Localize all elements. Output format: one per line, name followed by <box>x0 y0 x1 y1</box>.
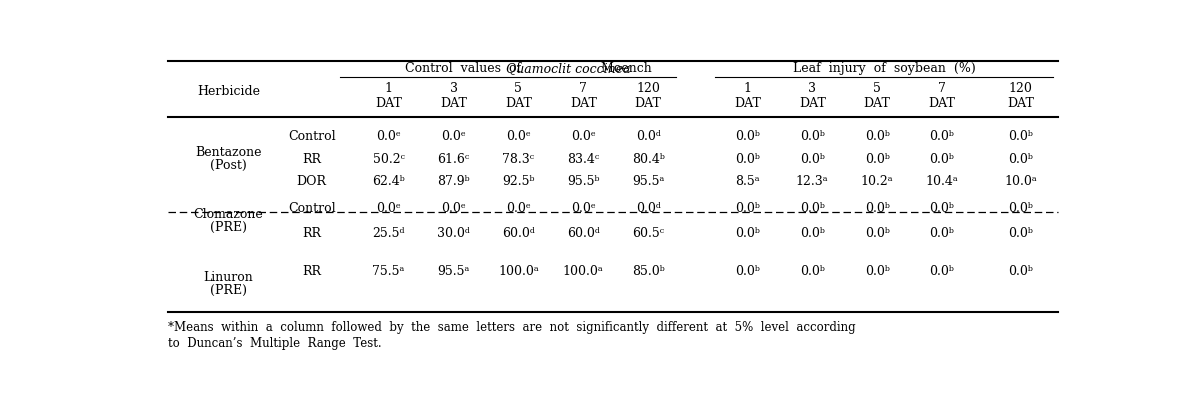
Text: 85.0ᵇ: 85.0ᵇ <box>631 264 665 277</box>
Text: (PRE): (PRE) <box>209 221 246 234</box>
Text: 3: 3 <box>808 83 816 95</box>
Text: 0.0ᵈ: 0.0ᵈ <box>636 130 660 143</box>
Text: 95.5ᵃ: 95.5ᵃ <box>438 264 470 277</box>
Text: 0.0ᵇ: 0.0ᵇ <box>800 264 825 277</box>
Text: 30.0ᵈ: 30.0ᵈ <box>437 228 470 241</box>
Text: 0.0ᵇ: 0.0ᵇ <box>734 130 759 143</box>
Text: DAT: DAT <box>635 97 661 110</box>
Text: 0.0ᵇ: 0.0ᵇ <box>929 130 954 143</box>
Text: 0.0ᵇ: 0.0ᵇ <box>929 228 954 241</box>
Text: 3: 3 <box>450 83 458 95</box>
Text: Leaf  injury  of  soybean  (%): Leaf injury of soybean (%) <box>793 62 976 75</box>
Text: 0.0ᵉ: 0.0ᵉ <box>377 202 401 215</box>
Text: 5: 5 <box>514 83 523 95</box>
Text: 0.0ᵇ: 0.0ᵇ <box>1008 202 1033 215</box>
Text: Quamoclit coccinea: Quamoclit coccinea <box>506 62 630 75</box>
Text: 0.0ᵇ: 0.0ᵇ <box>865 152 890 165</box>
Text: 8.5ᵃ: 8.5ᵃ <box>736 175 759 188</box>
Text: DAT: DAT <box>376 97 402 110</box>
Text: 0.0ᵇ: 0.0ᵇ <box>734 202 759 215</box>
Text: 0.0ᵇ: 0.0ᵇ <box>1008 228 1033 241</box>
Text: RR: RR <box>303 228 322 241</box>
Text: 5: 5 <box>873 83 881 95</box>
Text: 0.0ᵇ: 0.0ᵇ <box>865 228 890 241</box>
Text: 0.0ᵇ: 0.0ᵇ <box>1008 152 1033 165</box>
Text: 7: 7 <box>938 83 946 95</box>
Text: 120: 120 <box>636 83 660 95</box>
Text: 0.0ᵉ: 0.0ᵉ <box>506 130 531 143</box>
Text: 0.0ᵇ: 0.0ᵇ <box>800 202 825 215</box>
Text: RR: RR <box>303 152 322 165</box>
Text: 0.0ᵇ: 0.0ᵇ <box>734 228 759 241</box>
Text: 78.3ᶜ: 78.3ᶜ <box>502 152 535 165</box>
Text: 0.0ᵇ: 0.0ᵇ <box>929 264 954 277</box>
Text: *Means  within  a  column  followed  by  the  same  letters  are  not  significa: *Means within a column followed by the s… <box>167 321 855 334</box>
Text: 0.0ᵉ: 0.0ᵉ <box>570 130 596 143</box>
Text: DOR: DOR <box>297 175 327 188</box>
Text: DAT: DAT <box>734 97 761 110</box>
Text: 0.0ᵉ: 0.0ᵉ <box>441 130 466 143</box>
Text: Control  values  of: Control values of <box>405 62 530 75</box>
Text: 10.0ᵃ: 10.0ᵃ <box>1005 175 1037 188</box>
Text: DAT: DAT <box>505 97 532 110</box>
Text: 1: 1 <box>744 83 751 95</box>
Text: 100.0ᵃ: 100.0ᵃ <box>498 264 538 277</box>
Text: DAT: DAT <box>440 97 466 110</box>
Text: Bentazone: Bentazone <box>195 146 262 159</box>
Text: 0.0ᵉ: 0.0ᵉ <box>441 202 466 215</box>
Text: 80.4ᵇ: 80.4ᵇ <box>631 152 665 165</box>
Text: 0.0ᵇ: 0.0ᵇ <box>865 264 890 277</box>
Text: 100.0ᵃ: 100.0ᵃ <box>563 264 604 277</box>
Text: 0.0ᵇ: 0.0ᵇ <box>929 152 954 165</box>
Text: 0.0ᵇ: 0.0ᵇ <box>929 202 954 215</box>
Text: 0.0ᵇ: 0.0ᵇ <box>1008 264 1033 277</box>
Text: 50.2ᶜ: 50.2ᶜ <box>373 152 404 165</box>
Text: Clomazone: Clomazone <box>194 208 263 221</box>
Text: 0.0ᵉ: 0.0ᵉ <box>570 202 596 215</box>
Text: Herbicide: Herbicide <box>197 84 260 97</box>
Text: Moench: Moench <box>593 62 652 75</box>
Text: 60.5ᶜ: 60.5ᶜ <box>633 228 664 241</box>
Text: 0.0ᵇ: 0.0ᵇ <box>800 152 825 165</box>
Text: 10.4ᵃ: 10.4ᵃ <box>926 175 958 188</box>
Text: DAT: DAT <box>569 97 597 110</box>
Text: 60.0ᵈ: 60.0ᵈ <box>567 228 599 241</box>
Text: (PRE): (PRE) <box>209 284 246 297</box>
Text: 0.0ᵉ: 0.0ᵉ <box>377 130 401 143</box>
Text: 0.0ᵇ: 0.0ᵇ <box>734 152 759 165</box>
Text: 0.0ᵇ: 0.0ᵇ <box>865 202 890 215</box>
Text: 75.5ᵃ: 75.5ᵃ <box>372 264 404 277</box>
Text: 120: 120 <box>1009 83 1032 95</box>
Text: DAT: DAT <box>1007 97 1035 110</box>
Text: 95.5ᵃ: 95.5ᵃ <box>631 175 664 188</box>
Text: Linuron: Linuron <box>203 271 254 284</box>
Text: DAT: DAT <box>864 97 891 110</box>
Text: DAT: DAT <box>799 97 825 110</box>
Text: 0.0ᵉ: 0.0ᵉ <box>506 202 531 215</box>
Text: DAT: DAT <box>928 97 956 110</box>
Text: RR: RR <box>303 264 322 277</box>
Text: 25.5ᵈ: 25.5ᵈ <box>372 228 405 241</box>
Text: 60.0ᵈ: 60.0ᵈ <box>502 228 535 241</box>
Text: Control: Control <box>288 130 336 143</box>
Text: 12.3ᵃ: 12.3ᵃ <box>795 175 829 188</box>
Text: 0.0ᵇ: 0.0ᵇ <box>800 228 825 241</box>
Text: to  Duncan’s  Multiple  Range  Test.: to Duncan’s Multiple Range Test. <box>167 337 382 350</box>
Text: 95.5ᵇ: 95.5ᵇ <box>567 175 599 188</box>
Text: (Post): (Post) <box>210 159 246 172</box>
Text: 7: 7 <box>579 83 587 95</box>
Text: 61.6ᶜ: 61.6ᶜ <box>438 152 470 165</box>
Text: 1: 1 <box>385 83 392 95</box>
Text: 83.4ᶜ: 83.4ᶜ <box>567 152 599 165</box>
Text: 87.9ᵇ: 87.9ᵇ <box>438 175 470 188</box>
Text: 0.0ᵈ: 0.0ᵈ <box>636 202 660 215</box>
Text: 0.0ᵇ: 0.0ᵇ <box>865 130 890 143</box>
Text: 0.0ᵇ: 0.0ᵇ <box>1008 130 1033 143</box>
Text: Control: Control <box>288 202 336 215</box>
Text: 0.0ᵇ: 0.0ᵇ <box>800 130 825 143</box>
Text: 0.0ᵇ: 0.0ᵇ <box>734 264 759 277</box>
Text: 92.5ᵇ: 92.5ᵇ <box>502 175 535 188</box>
Text: 62.4ᵇ: 62.4ᵇ <box>372 175 405 188</box>
Text: 10.2ᵃ: 10.2ᵃ <box>861 175 893 188</box>
